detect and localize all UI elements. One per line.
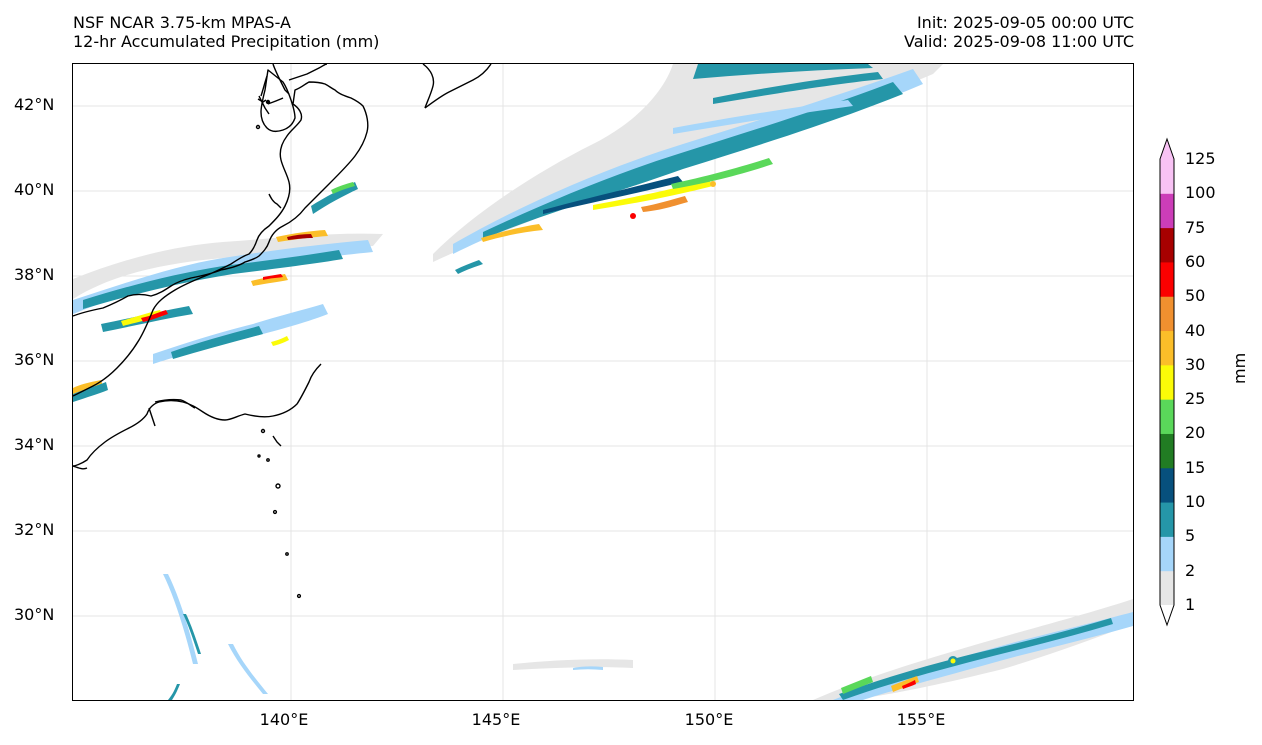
colorbar-tick-label: 75	[1185, 217, 1206, 237]
lat-label-42: 42°N	[14, 95, 55, 114]
colorbar-segment	[1160, 467, 1174, 503]
lat-label-30: 30°N	[14, 605, 55, 624]
lon-label-140: 140°E	[259, 710, 309, 729]
colorbar-extend-min	[1160, 605, 1174, 625]
init-time: Init: 2025-09-05 00:00 UTC	[916, 13, 1134, 32]
colorbar-tick-label: 10	[1185, 492, 1206, 512]
colorbar-unit: mm	[1230, 352, 1249, 384]
model-name: NSF NCAR 3.75-km MPAS-A	[73, 13, 291, 32]
colorbar-tick-label: 40	[1185, 320, 1206, 340]
colorbar-tick-label: 20	[1185, 423, 1206, 443]
colorbar-segment	[1160, 399, 1174, 434]
lon-label-145: 145°E	[471, 710, 521, 729]
lat-label-32: 32°N	[14, 520, 55, 539]
lat-label-36: 36°N	[14, 350, 55, 369]
precip-japan	[73, 182, 383, 402]
colorbar-segment	[1160, 296, 1174, 332]
colorbar	[1159, 137, 1175, 627]
colorbar-tick-label: 5	[1185, 526, 1196, 546]
colorbar-segment	[1160, 502, 1174, 537]
lon-label-150: 150°E	[684, 710, 734, 729]
colorbar-segment	[1160, 193, 1174, 229]
colorbar-segment	[1160, 330, 1174, 366]
lat-label-40: 40°N	[14, 180, 55, 199]
time-info: Init: 2025-09-05 00:00 UTC Valid: 2025-0…	[904, 13, 1134, 51]
colorbar-segment	[1160, 536, 1174, 572]
map-panel[interactable]	[72, 63, 1134, 701]
lon-label-155: 155°E	[896, 710, 946, 729]
colorbar-tick-label: 30	[1185, 354, 1206, 374]
colorbar-extend-max	[1160, 139, 1174, 159]
colorbar-segment	[1160, 364, 1174, 400]
valid-time: Valid: 2025-09-08 11:00 UTC	[903, 32, 1134, 51]
field-name: 12-hr Accumulated Precipitation (mm)	[73, 32, 380, 51]
precip-south	[163, 574, 1133, 700]
coastline	[73, 64, 492, 599]
lat-label-38: 38°N	[14, 265, 55, 284]
colorbar-tick-label: 60	[1185, 251, 1206, 271]
colorbar-tick-label: 2	[1185, 560, 1196, 580]
map-title: NSF NCAR 3.75-km MPAS-A 12-hr Accumulate…	[73, 13, 379, 51]
colorbar-tick-label: 100	[1185, 183, 1216, 203]
colorbar-tick-label: 50	[1185, 286, 1206, 306]
lat-label-34: 34°N	[14, 435, 55, 454]
colorbar-segment	[1160, 570, 1174, 606]
colorbar-tick-label: 25	[1185, 389, 1206, 409]
colorbar-segment	[1160, 433, 1174, 469]
colorbar-tick-label: 1	[1185, 595, 1196, 614]
precip-band-northeast	[433, 64, 943, 274]
colorbar-segment	[1160, 227, 1174, 263]
colorbar-segment	[1160, 261, 1174, 297]
colorbar-tick-label: 125	[1185, 149, 1216, 168]
colorbar-segment	[1160, 159, 1174, 194]
graticule	[73, 64, 1133, 700]
colorbar-tick-label: 15	[1185, 457, 1206, 477]
map-canvas	[73, 64, 1133, 700]
